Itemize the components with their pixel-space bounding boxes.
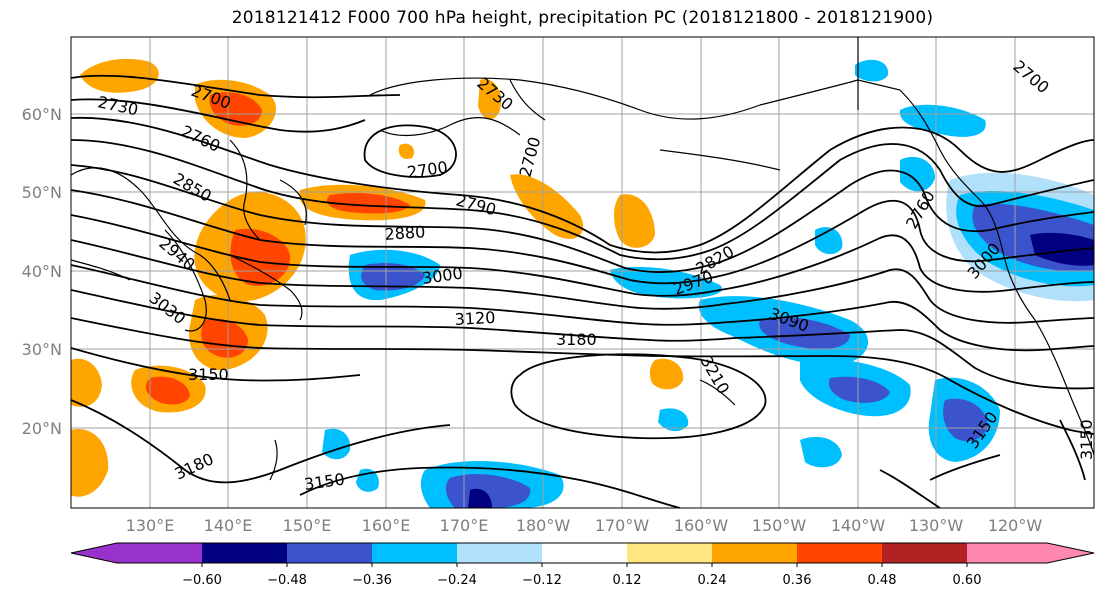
colorbar-segment bbox=[1047, 543, 1094, 563]
lon-label: 140°E bbox=[204, 516, 253, 535]
map-title: 2018121412 F000 700 hPa height, precipit… bbox=[231, 8, 934, 28]
lon-label: 180°W bbox=[516, 516, 571, 535]
lat-label: 50°N bbox=[22, 183, 62, 202]
colorbar-tick-label: −0.12 bbox=[522, 573, 562, 588]
colorbar-segment bbox=[712, 543, 797, 563]
colorbar-segment bbox=[542, 543, 627, 563]
lon-label: 170°W bbox=[595, 516, 650, 535]
colorbar-tick-label: 0.48 bbox=[868, 573, 897, 588]
contour-label: 3120 bbox=[454, 308, 496, 329]
lon-label: 150°W bbox=[752, 516, 807, 535]
colorbar-segment bbox=[882, 543, 967, 563]
colorbar-tick-label: 0.60 bbox=[953, 573, 982, 588]
colorbar-tick-label: 0.24 bbox=[698, 573, 727, 588]
colorbar-tick-label: −0.36 bbox=[352, 573, 392, 588]
colorbar: −0.60 −0.48 −0.36 −0.24 −0.12 0.12 0.24 … bbox=[70, 542, 1095, 588]
colorbar-tick-label: −0.60 bbox=[182, 573, 222, 588]
colorbar-segment bbox=[117, 543, 202, 563]
lon-label: 160°E bbox=[362, 516, 411, 535]
colorbar-tick-label: −0.24 bbox=[437, 573, 477, 588]
lat-label: 40°N bbox=[22, 262, 62, 281]
colorbar-tick-label: 0.12 bbox=[613, 573, 642, 588]
map-frame bbox=[70, 36, 1095, 509]
lon-label: 170°E bbox=[440, 516, 489, 535]
colorbar-segment bbox=[627, 543, 712, 563]
longitude-labels: 130°E 140°E 150°E 160°E 170°E 180°W 170°… bbox=[126, 516, 1043, 535]
colorbar-segment bbox=[202, 543, 287, 563]
coastlines bbox=[71, 37, 1094, 481]
contour-label: 3150 bbox=[1077, 419, 1096, 460]
contour-label: 3180 bbox=[556, 330, 597, 349]
lon-label: 130°E bbox=[126, 516, 175, 535]
colorbar-segment bbox=[797, 543, 882, 563]
lon-label: 120°W bbox=[988, 516, 1043, 535]
latitude-labels: 60°N 50°N 40°N 30°N 20°N bbox=[22, 105, 62, 438]
colorbar-segment bbox=[287, 543, 372, 563]
contour-label: 3150 bbox=[188, 365, 229, 384]
colorbar-segment bbox=[372, 543, 457, 563]
lat-label: 30°N bbox=[22, 340, 62, 359]
lon-label: 150°E bbox=[283, 516, 332, 535]
height-contours bbox=[71, 74, 1094, 508]
colorbar-segment bbox=[71, 543, 117, 563]
colorbar-outline bbox=[70, 542, 1095, 564]
colorbar-segment bbox=[967, 543, 1047, 563]
lat-label: 20°N bbox=[22, 419, 62, 438]
contour-label: 2880 bbox=[384, 222, 426, 244]
lon-label: 140°W bbox=[831, 516, 886, 535]
colorbar-tick-label: −0.48 bbox=[267, 573, 307, 588]
lat-label: 60°N bbox=[22, 105, 62, 124]
colorbar-tick-label: 0.36 bbox=[783, 573, 812, 588]
lon-label: 160°W bbox=[674, 516, 729, 535]
graticule bbox=[71, 37, 1094, 508]
colorbar-segment bbox=[457, 543, 542, 563]
lon-label: 130°W bbox=[909, 516, 964, 535]
